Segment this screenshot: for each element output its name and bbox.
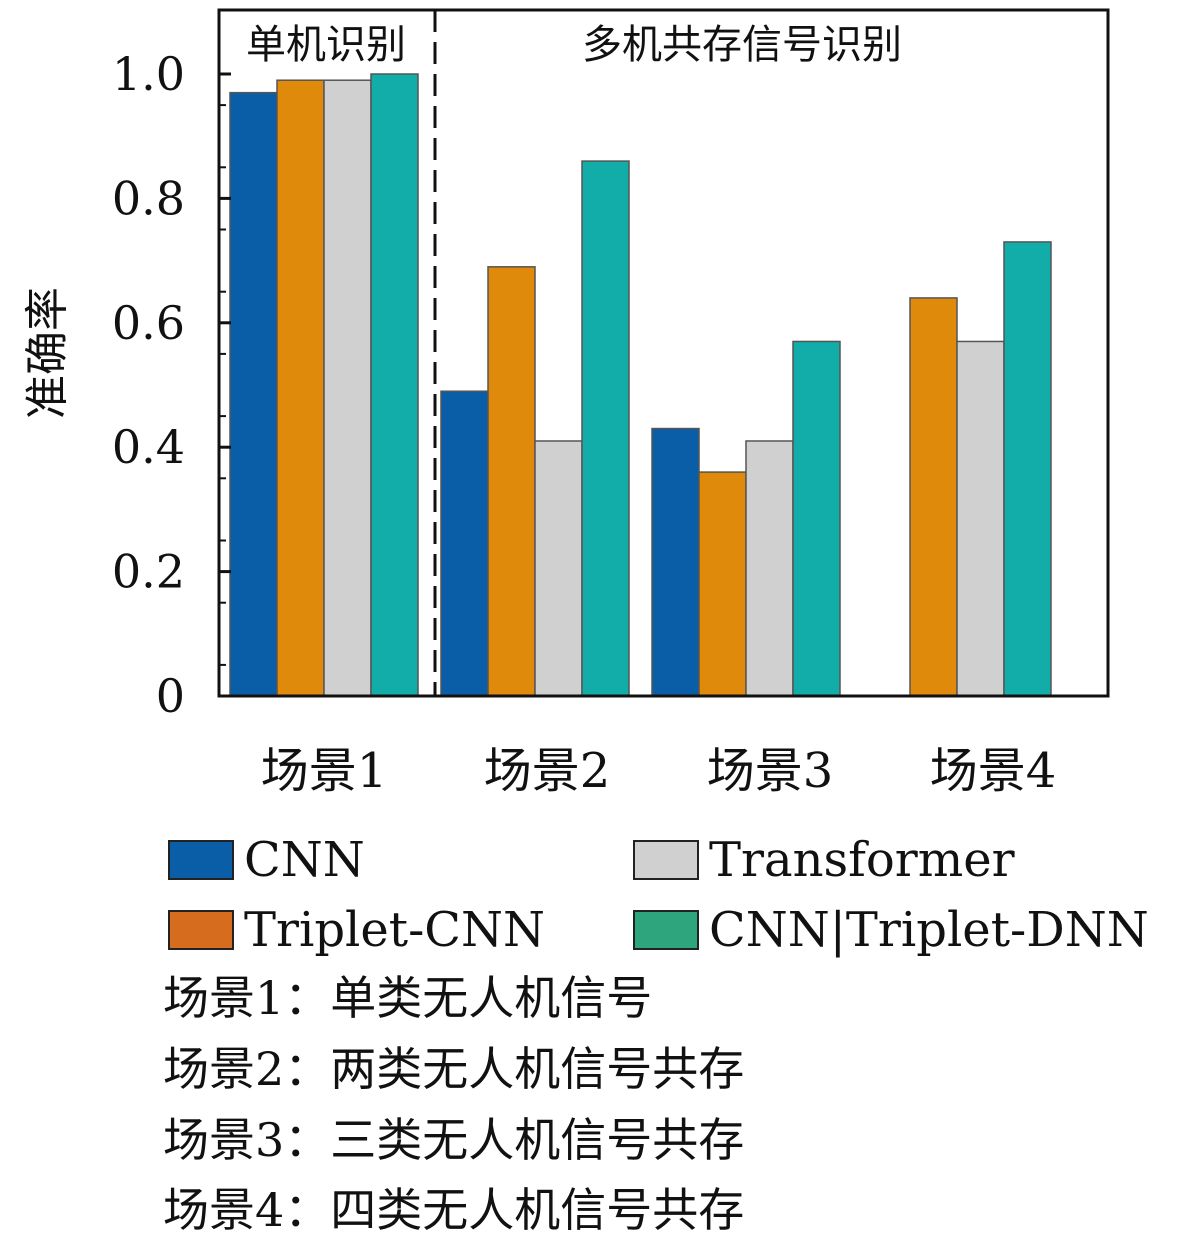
bar-transformer-2 bbox=[534, 440, 583, 697]
legend-label-triplet-cnn: Triplet-CNN bbox=[244, 902, 546, 958]
bar-cnn-triplet-dnn-4 bbox=[1003, 241, 1052, 697]
x-tick-label: 场景2 bbox=[484, 743, 611, 799]
y-tick-label: 0.8 bbox=[112, 171, 185, 225]
legend-label-cnn: CNN bbox=[244, 832, 365, 888]
note-scene-2: 场景2：两类无人机信号共存 bbox=[163, 1042, 745, 1096]
bar-cnn-triplet-dnn-3 bbox=[792, 340, 841, 697]
bar-triplet-cnn-3 bbox=[698, 471, 747, 697]
legend-label-transformer: Transformer bbox=[709, 832, 1015, 888]
y-axis-label: 准确率 bbox=[22, 287, 73, 419]
y-tick-label: 0.4 bbox=[112, 420, 185, 474]
bar-transformer-3 bbox=[745, 440, 794, 697]
bar-triplet-cnn-2 bbox=[487, 266, 536, 697]
y-tick-label: 1.0 bbox=[112, 47, 185, 101]
legend-label-cnn-triplet-dnn: CNN|Triplet-DNN bbox=[709, 902, 1149, 958]
bar-transformer-4 bbox=[956, 340, 1005, 697]
legend-swatch-cnn-triplet-dnn bbox=[633, 910, 699, 950]
region-label-single: 单机识别 bbox=[246, 22, 406, 68]
note-scene-4: 场景4：四类无人机信号共存 bbox=[163, 1183, 745, 1237]
legend-swatch-transformer bbox=[633, 840, 699, 880]
bar-triplet-cnn-4 bbox=[909, 297, 958, 697]
bar-cnn-triplet-dnn-2 bbox=[581, 160, 630, 697]
bar-cnn-triplet-dnn-1 bbox=[370, 73, 419, 697]
bar-cnn-1 bbox=[229, 91, 278, 697]
legend-item-transformer: Transformer bbox=[633, 836, 1015, 884]
region-label-multi: 多机共存信号识别 bbox=[582, 22, 902, 68]
note-scene-3: 场景3：三类无人机信号共存 bbox=[163, 1113, 745, 1167]
x-tick-label: 场景3 bbox=[707, 743, 834, 799]
legend-swatch-cnn bbox=[168, 840, 234, 880]
note-scene-1: 场景1：单类无人机信号 bbox=[163, 971, 653, 1025]
y-tick-label: 0.6 bbox=[112, 296, 185, 350]
bar-transformer-1 bbox=[323, 79, 372, 697]
legend-item-triplet-cnn: Triplet-CNN bbox=[168, 906, 545, 954]
legend-item-cnn: CNN bbox=[168, 836, 365, 884]
bar-triplet-cnn-1 bbox=[276, 79, 325, 697]
x-tick-label: 场景4 bbox=[930, 743, 1057, 799]
bar-cnn-3 bbox=[651, 427, 700, 697]
bar-cnn-2 bbox=[440, 390, 489, 697]
legend-item-cnn-triplet-dnn: CNN|Triplet-DNN bbox=[633, 906, 1149, 954]
y-tick-label: 0 bbox=[156, 669, 185, 723]
x-tick-label: 场景1 bbox=[261, 743, 388, 799]
y-tick-label: 0.2 bbox=[112, 545, 185, 599]
legend-swatch-triplet-cnn bbox=[168, 910, 234, 950]
